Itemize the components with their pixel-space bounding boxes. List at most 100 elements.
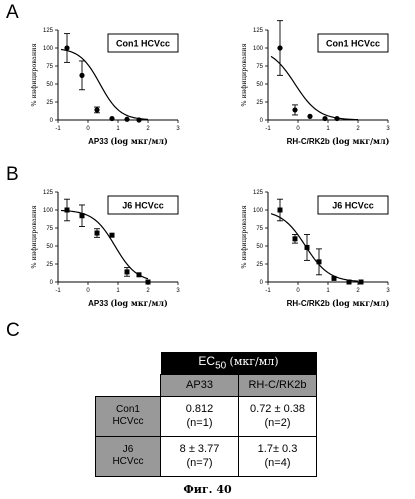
row-header-con1: Con1 HCVcc bbox=[95, 395, 161, 437]
x-tick-label: 3 bbox=[386, 288, 390, 294]
y-tick-label: 100 bbox=[253, 208, 264, 214]
fit-curve bbox=[60, 48, 149, 121]
data-point bbox=[79, 72, 85, 78]
cell-n: (n=7) bbox=[186, 457, 213, 469]
x-tick-label: 1 bbox=[116, 126, 120, 132]
cell-value: 8 ± 3.77 bbox=[179, 443, 220, 455]
y-axis-label: % инфицирования bbox=[240, 43, 248, 106]
y-axis-label: % инфицирования bbox=[30, 205, 38, 268]
x-axis-label-unit: (log мкг/мл) bbox=[110, 136, 168, 146]
y-tick-label: 75 bbox=[256, 226, 263, 232]
data-point bbox=[292, 107, 298, 113]
y-tick-label: 25 bbox=[46, 100, 53, 106]
data-point bbox=[64, 207, 70, 213]
row-header-j6: J6 HCVcc bbox=[95, 435, 161, 477]
table-cell: 8 ± 3.77 (n=7) bbox=[160, 435, 239, 477]
x-axis-label: AP33 (log мкг/мл) bbox=[88, 136, 168, 146]
table-cell: 1.7± 0.3 (n=4) bbox=[238, 435, 317, 477]
ec50-table: EC50 (мкг/мл) AP33 RH-C/RK2b Con1 HCVcc … bbox=[95, 352, 317, 477]
x-axis-label-antibody: RH-C/RK2b bbox=[287, 137, 332, 146]
x-tick-label: 3 bbox=[386, 126, 390, 132]
y-tick-label: 50 bbox=[46, 82, 53, 88]
table-corner bbox=[95, 352, 161, 374]
y-tick-label: 25 bbox=[46, 262, 53, 268]
data-point bbox=[124, 269, 130, 275]
x-tick-label: -1 bbox=[265, 288, 271, 294]
x-tick-label: 2 bbox=[146, 288, 150, 294]
x-tick-label: -1 bbox=[265, 126, 271, 132]
table-header: EC50 (мкг/мл) bbox=[160, 352, 317, 374]
data-point bbox=[304, 244, 310, 250]
data-point bbox=[358, 279, 364, 285]
data-point bbox=[331, 275, 337, 281]
legend-box bbox=[317, 195, 389, 215]
x-tick-label: 3 bbox=[176, 126, 180, 132]
data-point bbox=[94, 230, 100, 236]
x-axis-label-antibody: AP33 bbox=[88, 299, 110, 308]
x-tick-label: 2 bbox=[356, 126, 360, 132]
legend-label: Con1 HCVcc bbox=[326, 39, 380, 49]
y-tick-label: 0 bbox=[50, 280, 54, 286]
ec-subscript: 50 bbox=[215, 360, 227, 372]
x-tick-label: 2 bbox=[146, 126, 150, 132]
data-point bbox=[64, 45, 70, 51]
cell-n: (n=4) bbox=[264, 457, 291, 469]
figure-caption: Фиг. 40 bbox=[183, 483, 232, 496]
x-axis-label: RH-C/RK2b (log мкг/мл) bbox=[287, 136, 390, 146]
x-axis-label-antibody: RH-C/RK2b bbox=[287, 299, 332, 308]
x-tick-label: 1 bbox=[326, 288, 330, 294]
y-tick-label: 50 bbox=[256, 244, 263, 250]
x-tick-label: 0 bbox=[86, 126, 90, 132]
data-point bbox=[334, 115, 340, 122]
y-tick-label: 75 bbox=[46, 64, 53, 70]
x-tick-label: -1 bbox=[55, 126, 61, 132]
x-tick-label: 3 bbox=[176, 288, 180, 294]
y-tick-label: 50 bbox=[46, 244, 53, 250]
y-tick-label: 0 bbox=[50, 118, 54, 124]
y-tick-label: 75 bbox=[46, 226, 53, 232]
data-point bbox=[316, 259, 322, 265]
legend-label: J6 HCVcc bbox=[122, 201, 164, 211]
cell-value: 0.812 bbox=[185, 403, 214, 415]
panel-label-a: A bbox=[6, 2, 19, 23]
y-tick-label: 0 bbox=[260, 118, 264, 124]
cell-n: (n=2) bbox=[264, 417, 291, 429]
x-axis-label-unit: (log мкг/мл) bbox=[332, 136, 390, 146]
column-header-rhc: RH-C/RK2b bbox=[238, 373, 317, 397]
legend-label: J6 HCVcc bbox=[332, 201, 374, 211]
column-header-ap33: AP33 bbox=[160, 373, 239, 397]
y-tick-label: 125 bbox=[43, 190, 54, 196]
legend-box bbox=[317, 33, 389, 53]
x-axis-label: RH-C/RK2b (log мкг/мл) bbox=[287, 298, 390, 308]
cell-value: 0.72 ± 0.38 bbox=[250, 403, 305, 415]
cell-value: 1.7± 0.3 bbox=[257, 443, 298, 455]
data-point bbox=[109, 115, 115, 122]
legend-label: Con1 HCVcc bbox=[116, 39, 170, 49]
table-cell: 0.72 ± 0.38 (n=2) bbox=[238, 395, 317, 437]
data-point bbox=[346, 279, 352, 285]
y-tick-label: 125 bbox=[43, 28, 54, 34]
ec-label: EC bbox=[198, 354, 216, 369]
data-point bbox=[145, 279, 151, 285]
fit-curve bbox=[270, 55, 359, 121]
row-label-line1: Con1 bbox=[116, 404, 140, 415]
data-point bbox=[94, 107, 100, 113]
y-tick-label: 0 bbox=[260, 280, 264, 286]
data-point bbox=[124, 116, 130, 122]
row-label-line2: HCVcc bbox=[112, 456, 144, 467]
legend-box bbox=[107, 33, 179, 53]
y-tick-label: 75 bbox=[256, 64, 263, 70]
x-tick-label: 1 bbox=[326, 126, 330, 132]
x-axis-label-antibody: AP33 bbox=[88, 137, 110, 146]
row-label-line1: J6 bbox=[122, 444, 134, 455]
x-axis-label-unit: (log мкг/мл) bbox=[332, 298, 390, 308]
table-corner-2 bbox=[95, 374, 161, 396]
row-label-line2: HCVcc bbox=[112, 416, 144, 427]
x-tick-label: 1 bbox=[116, 288, 120, 294]
y-tick-label: 50 bbox=[256, 82, 263, 88]
x-tick-label: 0 bbox=[296, 126, 300, 132]
